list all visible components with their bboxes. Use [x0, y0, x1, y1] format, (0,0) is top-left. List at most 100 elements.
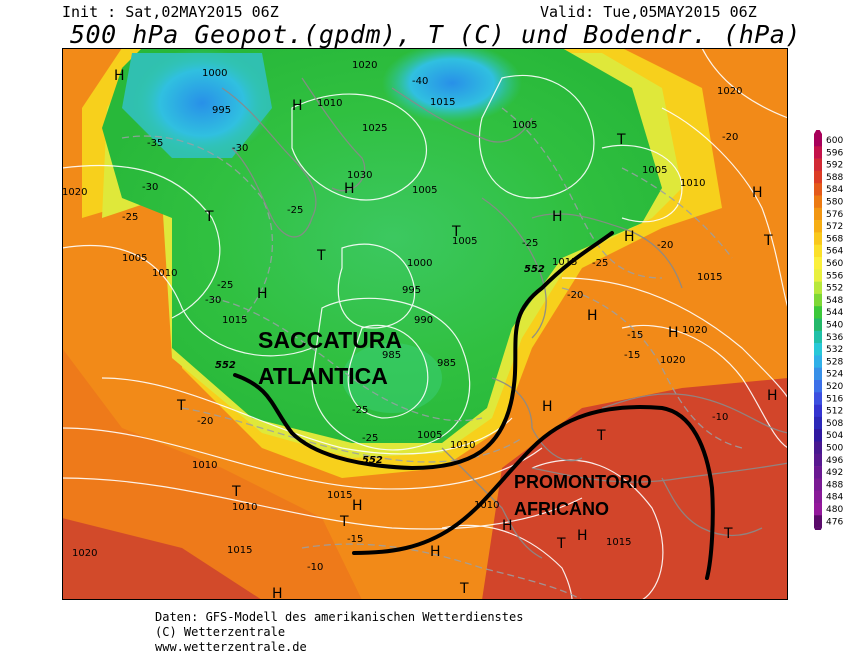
cold-core-nw — [132, 48, 272, 158]
legend-swatch — [814, 392, 822, 405]
footer-copyright: (C) Wetterzentrale — [155, 625, 286, 639]
temp-label: -20 — [197, 416, 213, 427]
high-symbol: H — [624, 229, 635, 245]
trough-outline — [233, 231, 614, 471]
high-symbol: H — [752, 185, 763, 201]
legend-value: 548 — [826, 296, 843, 306]
pressure-label: 1010 — [474, 500, 499, 511]
legend-value: 564 — [826, 247, 843, 257]
legend-swatch — [814, 441, 822, 455]
legend-swatch — [814, 330, 822, 344]
pressure-label: 1000 — [202, 68, 227, 79]
pressure-label: 1020 — [717, 86, 742, 97]
legend-swatch — [814, 343, 822, 356]
legend-swatch — [814, 490, 822, 504]
temp-label: -20 — [657, 240, 673, 251]
high-symbol: H — [272, 586, 283, 600]
pressure-label: 1015 — [697, 272, 722, 283]
legend-swatch — [814, 170, 822, 184]
legend-swatch — [814, 232, 822, 245]
legend-value: 592 — [826, 161, 843, 171]
legend-swatch — [814, 318, 822, 332]
high-symbol: H — [577, 528, 588, 544]
legend-value: 572 — [826, 222, 843, 232]
low-symbol: T — [316, 248, 326, 264]
pressure-label: 1015 — [430, 97, 455, 108]
legend-swatch — [814, 466, 822, 479]
legend-swatch — [814, 416, 822, 430]
isotherms — [121, 107, 743, 600]
legend-value: 532 — [826, 345, 843, 355]
trough-label-line2: ATLANTICA — [258, 363, 388, 389]
legend-swatch — [814, 220, 822, 233]
temp-label: -25 — [122, 212, 138, 223]
map-title: 500 hPa Geopot.(gpdm), T (C) und Bodendr… — [70, 20, 801, 49]
pressure-label: 995 — [212, 105, 231, 116]
pressure-centers: H H H H H H H H H H H H H H H H T T T T … — [114, 68, 778, 600]
low-symbol: T — [176, 398, 186, 414]
contour-label: 552 — [524, 264, 545, 275]
footer-url[interactable]: www.wetterzentrale.de — [155, 640, 307, 654]
contour-label: 552 — [362, 455, 383, 466]
legend-value: 544 — [826, 308, 843, 318]
legend-swatch — [814, 146, 822, 159]
low-symbol: T — [616, 132, 626, 148]
legend-swatch — [814, 257, 822, 270]
high-symbol: H — [767, 388, 778, 404]
temp-label: -20 — [567, 290, 583, 301]
pressure-label: 1010 — [192, 460, 217, 471]
pressure-label: 1020 — [352, 60, 377, 71]
legend-value: 556 — [826, 271, 843, 281]
temp-label: -15 — [627, 330, 643, 341]
analysis-text: SACCATURA ATLANTICA PROMONTORIO AFRICANO — [258, 327, 652, 519]
legend-value: 580 — [826, 198, 843, 208]
temp-label: -25 — [522, 238, 538, 249]
legend-value: 508 — [826, 419, 843, 429]
pressure-label: 1020 — [72, 548, 97, 559]
pressure-label: 1020 — [660, 355, 685, 366]
pressure-label: 1010 — [152, 268, 177, 279]
legend-swatch — [814, 515, 822, 528]
pressure-label: 1010 — [450, 440, 475, 451]
legend-value: 516 — [826, 394, 843, 404]
pressure-label: 985 — [382, 350, 401, 361]
temperature-labels: -40 -35 -30 -30 -25 -25 -25 -30 -25 -25 … — [122, 76, 738, 573]
temp-label: -15 — [347, 534, 363, 545]
low-symbol: T — [596, 428, 606, 444]
weather-map: 552 552 552 1000 995 1020 1010 1025 1015… — [62, 48, 788, 600]
legend-value: 568 — [826, 234, 843, 244]
legend-value: 484 — [826, 493, 843, 503]
high-symbol: H — [344, 181, 355, 197]
pressure-label: 1020 — [62, 187, 87, 198]
legend-swatch — [814, 367, 822, 381]
pressure-label: 1015 — [552, 257, 577, 268]
trough-axis-552 — [233, 231, 715, 580]
legend-swatch — [814, 244, 822, 258]
ridge-outline — [352, 405, 715, 580]
temp-label: -30 — [205, 295, 221, 306]
legend-value: 584 — [826, 185, 843, 195]
legend-swatch — [814, 355, 822, 368]
init-time: Init : Sat,02MAY2015 06Z — [62, 3, 279, 21]
legend-swatch — [814, 478, 822, 491]
pressure-label: 1020 — [682, 325, 707, 336]
legend-swatch — [814, 195, 822, 209]
low-symbol: T — [556, 536, 566, 552]
contour-label: 552 — [215, 360, 236, 371]
isobars — [62, 48, 788, 600]
pressure-label: 995 — [402, 285, 421, 296]
legend-swatch — [814, 293, 822, 307]
legend-swatch — [814, 404, 822, 418]
legend-value: 528 — [826, 357, 843, 367]
low-symbol: T — [723, 526, 733, 542]
pressure-label: 1005 — [642, 165, 667, 176]
legend-value: 504 — [826, 431, 843, 441]
color-legend: 600 596 592 588 584 580 576 572 568 564 560 556 552 5… — [814, 130, 843, 530]
temp-label: -25 — [287, 205, 303, 216]
high-symbol: H — [257, 286, 268, 302]
pressure-label: 1025 — [362, 123, 387, 134]
ridge-label-line2: AFRICANO — [514, 499, 609, 519]
high-symbol: H — [552, 209, 563, 225]
legend-swatch — [814, 380, 822, 393]
legend-value: 476 — [826, 517, 843, 527]
